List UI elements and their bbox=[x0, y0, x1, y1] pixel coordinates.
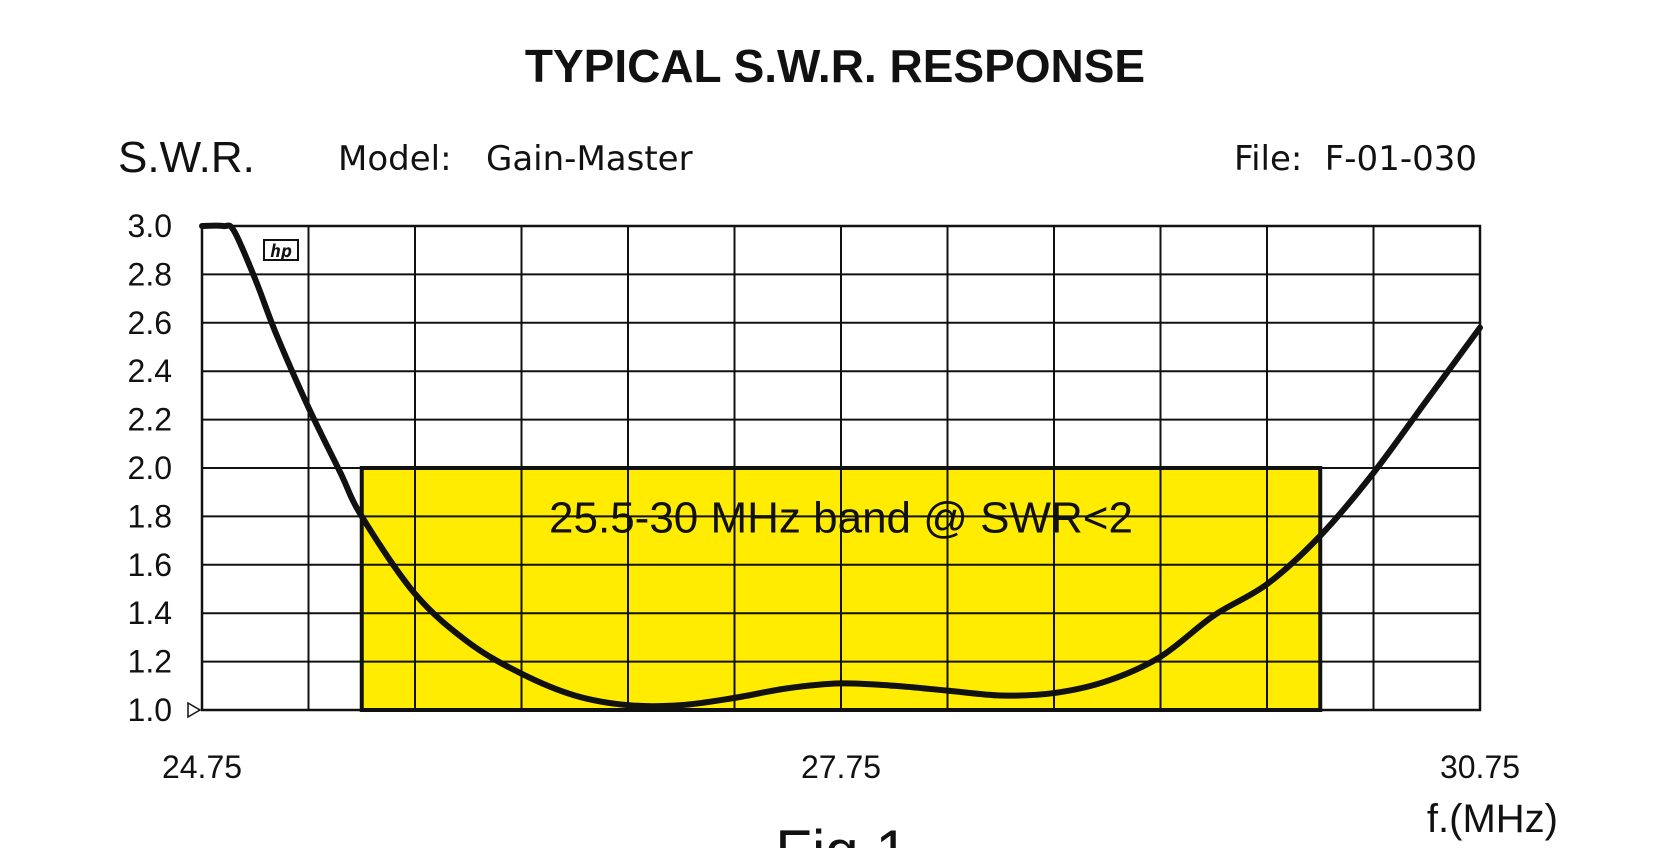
y-tick-labels: 1.0 1.2 1.4 1.6 1.8 2.0 2.2 2.4 2.6 2.8 3.0 bbox=[128, 208, 202, 728]
y-tick-label-2: 1.4 bbox=[128, 595, 172, 631]
y-tick-label-3: 1.6 bbox=[128, 547, 172, 583]
y-tick-label-7: 2.4 bbox=[128, 353, 172, 389]
series-group bbox=[199, 222, 1483, 710]
x-tick-label-1: 27.75 bbox=[801, 749, 881, 785]
plot-frame bbox=[200, 224, 1482, 712]
model-value: Gain-Master bbox=[486, 139, 693, 179]
y-tick-label-5: 2.0 bbox=[128, 450, 172, 486]
swr-curve bbox=[199, 222, 1483, 710]
figure-caption: Fig.1 bbox=[775, 818, 908, 848]
hp-logo: hp bbox=[263, 239, 299, 262]
y-tick-label-0: 1.0 bbox=[128, 692, 172, 728]
x-tick-label-0: 24.75 bbox=[162, 749, 242, 785]
x-tick-label-2: 30.75 bbox=[1440, 749, 1520, 785]
y-axis-label: S.W.R. bbox=[118, 133, 255, 182]
chart-title: TYPICAL S.W.R. RESPONSE bbox=[525, 40, 1145, 92]
y-baseline-marker bbox=[187, 701, 202, 719]
grid bbox=[200, 224, 1482, 712]
file-value: F-01-030 bbox=[1325, 139, 1477, 179]
y-tick-label-6: 2.2 bbox=[128, 402, 172, 438]
y-tick-label-1: 1.2 bbox=[128, 644, 172, 680]
y-tick-label-10: 3.0 bbox=[128, 208, 172, 244]
x-tick-labels: 24.75 27.75 30.75 bbox=[162, 749, 1520, 785]
y-tick-label-8: 2.6 bbox=[128, 305, 172, 341]
model-label: Model: bbox=[338, 139, 452, 179]
file-label: File: bbox=[1234, 139, 1302, 179]
x-axis-label: f.(MHz) bbox=[1427, 797, 1558, 841]
hp-logo-text: hp bbox=[270, 241, 292, 262]
y-tick-label-9: 2.8 bbox=[128, 256, 172, 292]
y-tick-label-4: 1.8 bbox=[128, 498, 172, 534]
